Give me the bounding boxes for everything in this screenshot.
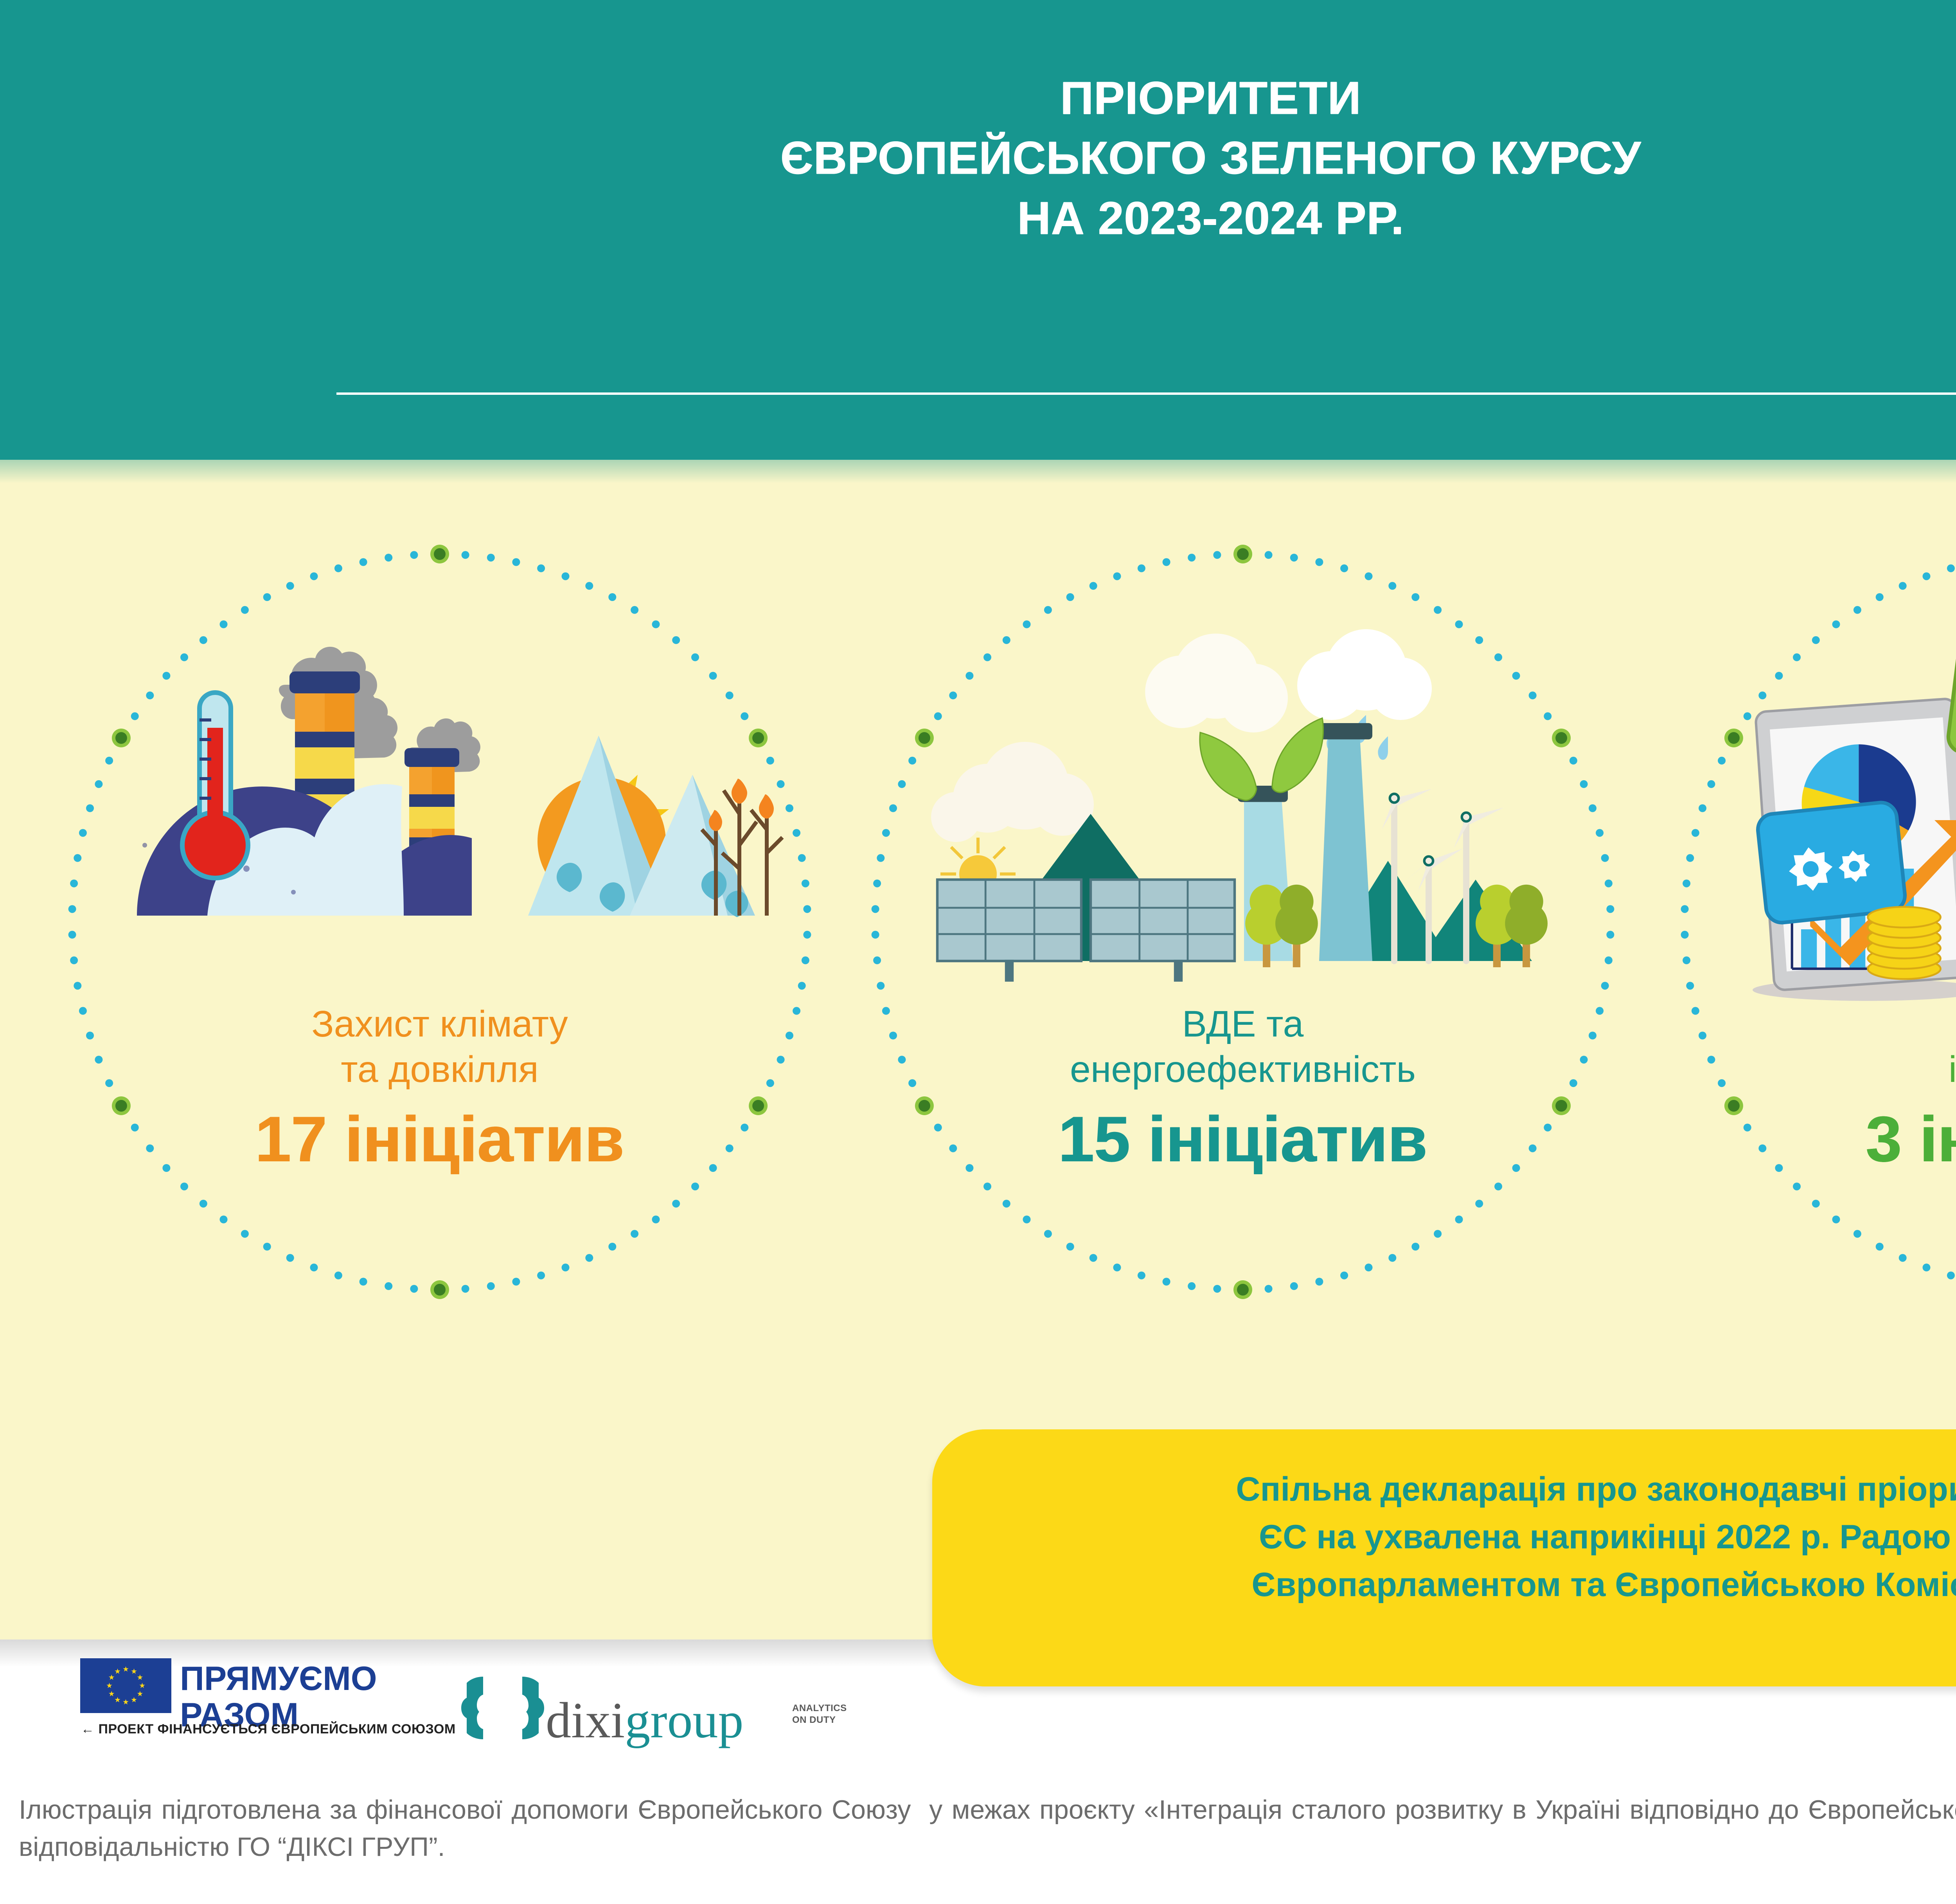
svg-text:ON DUTY: ON DUTY: [792, 1715, 836, 1725]
svg-text:dixigroup: dixigroup: [546, 1692, 744, 1749]
svg-text:ANALYTICS: ANALYTICS: [792, 1703, 847, 1713]
